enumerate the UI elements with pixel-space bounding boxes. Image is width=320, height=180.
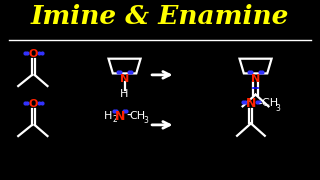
Text: H: H xyxy=(103,111,112,121)
Text: -: - xyxy=(126,109,131,123)
Text: O: O xyxy=(28,49,38,59)
Text: 3: 3 xyxy=(144,116,148,125)
Text: 3: 3 xyxy=(275,104,280,113)
Text: N: N xyxy=(251,74,260,84)
Text: N: N xyxy=(120,74,129,84)
Text: N: N xyxy=(115,110,126,123)
Text: Imine & Enamine: Imine & Enamine xyxy=(31,4,289,29)
Text: -CH: -CH xyxy=(258,98,278,108)
Text: H: H xyxy=(120,89,129,99)
Text: CH: CH xyxy=(130,111,146,121)
Text: O: O xyxy=(28,99,38,109)
Text: 2: 2 xyxy=(112,115,117,124)
Text: N: N xyxy=(246,97,256,110)
